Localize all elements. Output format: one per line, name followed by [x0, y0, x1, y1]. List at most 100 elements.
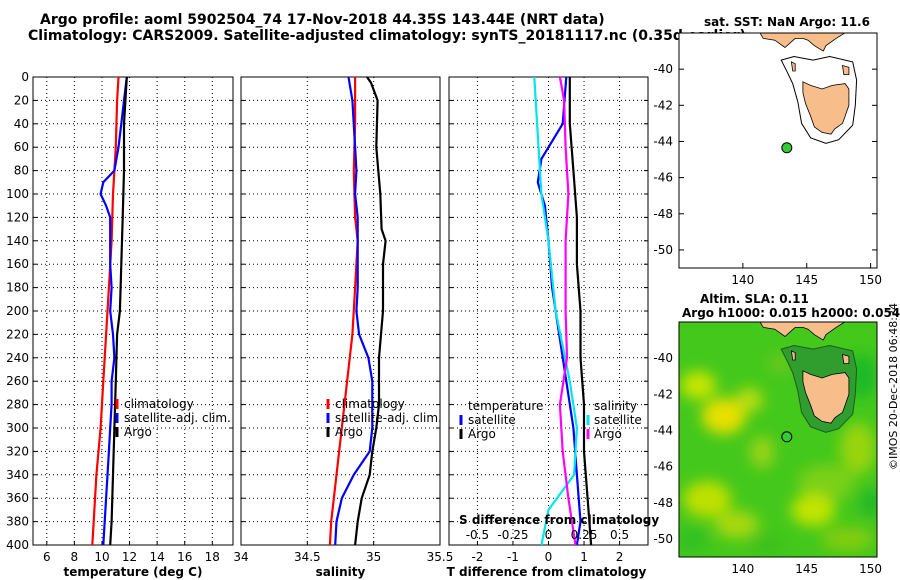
land-mass — [842, 64, 850, 75]
map-x-tick-label: 140 — [731, 273, 754, 287]
x-tick-label: 1 — [580, 550, 588, 564]
map-y-tick-label: -40 — [653, 351, 673, 365]
figure-title-line1: Argo profile: aoml 5902504_74 17-Nov-201… — [40, 12, 605, 28]
series-line — [536, 76, 582, 546]
land-mass — [759, 322, 846, 341]
depth-tick-label: 100 — [6, 187, 29, 201]
legend-label: Argo — [594, 427, 622, 441]
depth-tick-label: 160 — [6, 257, 29, 271]
panel-frame — [240, 76, 441, 546]
legend-label: satellite — [594, 413, 642, 427]
sla-map: -40 -42 -44 -46 -48 -50 140 145 150 — [653, 321, 882, 576]
series-line — [568, 77, 593, 546]
map-y-tick-label: -50 — [653, 243, 673, 257]
x-tick-label: 8 — [71, 550, 79, 564]
figure-title-line2: Climatology: CARS2009. Satellite-adjuste… — [28, 28, 746, 44]
series-line — [558, 76, 577, 546]
map-y-tick-label: -48 — [653, 207, 673, 221]
sla-map-content — [679, 322, 877, 557]
x-tick-label: 2 — [616, 550, 624, 564]
sla-anomaly-blob — [701, 398, 746, 434]
depth-tick-label: 20 — [14, 93, 29, 107]
series-line — [328, 77, 359, 546]
map-y-tick-label: -44 — [653, 423, 673, 437]
profile-panel-2: -2 -1 0 1 2T difference from climatology S di… — [447, 76, 659, 579]
land-mass — [802, 81, 850, 135]
depth-tick-label: 360 — [6, 491, 29, 505]
sla-anomaly-blob — [791, 494, 836, 526]
map-x-tick-label: 145 — [795, 273, 818, 287]
legend-label: satellite-adj. clim. — [124, 411, 231, 425]
depth-tick-label: 80 — [14, 164, 29, 178]
x-tick-label: -1 — [507, 550, 519, 564]
secondary-x-tick-label: 0.25 — [571, 528, 598, 542]
sla-anomaly-blob — [750, 436, 775, 469]
land-mass — [759, 33, 846, 52]
land-mass — [802, 370, 850, 424]
legend-heading: salinity — [594, 399, 637, 413]
sla-anomaly-blob — [683, 481, 732, 518]
map-y-tick-label: -44 — [653, 134, 673, 148]
sla-anomaly-blob — [839, 422, 876, 475]
depth-tick-label: 320 — [6, 444, 29, 458]
x-tick-label: 18 — [205, 550, 220, 564]
profile-panel-1: 34 34.5 35 35.5 salinity climatologysatellite… — [233, 76, 453, 579]
depth-tick-label: 120 — [6, 210, 29, 224]
secondary-x-axis-label: S difference from climatology — [459, 513, 659, 527]
secondary-x-tick-label: 0.5 — [610, 528, 629, 542]
series-line — [533, 76, 579, 546]
map-y-tick-label: -42 — [653, 98, 673, 112]
sla-map-subtitle: Argo h1000: 0.015 h2000: 0.054 — [682, 306, 900, 320]
sla-anomaly-blob — [735, 387, 764, 412]
legend-label: Argo — [335, 425, 363, 439]
depth-tick-label: 0 — [21, 70, 29, 84]
x-tick-label: 14 — [149, 550, 164, 564]
shelf-contour — [780, 55, 858, 144]
land-mass — [842, 353, 850, 365]
depth-tick-label: 240 — [6, 351, 29, 365]
legend-label: Argo — [124, 425, 152, 439]
legend-label: climatology — [335, 397, 405, 411]
depth-tick-label: 260 — [6, 374, 29, 388]
sla-anomaly-blob — [680, 371, 717, 400]
secondary-x-tick-label: 0 — [545, 528, 553, 542]
sla-map-frame — [678, 321, 878, 558]
map-y-tick-label: -50 — [653, 532, 673, 546]
x-axis-label: T difference from climatology — [447, 565, 647, 579]
sst-map: -40 -42 -44 -46 -48 -50 140 145 150 — [653, 32, 882, 287]
series-line — [109, 76, 128, 546]
map-x-tick-label: 150 — [859, 562, 882, 576]
depth-tick-label: 340 — [6, 468, 29, 482]
x-axis-label: salinity — [316, 565, 366, 579]
map-y-tick-label: -46 — [653, 171, 673, 185]
legend-heading: temperature — [468, 399, 543, 413]
sla-anomaly-blob — [714, 510, 759, 539]
sla-field — [679, 353, 877, 555]
legend-label: satellite-adj. clim. — [335, 411, 442, 425]
sst-map-content — [759, 33, 858, 144]
x-tick-label: 35 — [366, 550, 381, 564]
map-y-tick-label: -48 — [653, 496, 673, 510]
x-tick-label: 34.5 — [294, 550, 321, 564]
sla-anomaly-blob — [821, 526, 874, 551]
depth-tick-label: 300 — [6, 421, 29, 435]
sst-map-frame — [678, 32, 878, 269]
sla-map-title: Altim. SLA: 0.11 — [700, 292, 809, 306]
sla-anomaly-blob — [750, 534, 787, 555]
legend-label: climatology — [124, 397, 194, 411]
series-line — [91, 76, 120, 546]
sst-map-title: sat. SST: NaN Argo: 11.6 — [704, 15, 870, 29]
sla-anomaly-blob — [679, 526, 708, 551]
map-y-tick-label: -40 — [653, 62, 673, 76]
x-tick-label: 6 — [43, 550, 51, 564]
depth-tick-label: 220 — [6, 327, 29, 341]
secondary-x-tick-label: -0.5 — [466, 528, 489, 542]
legend-label: Argo — [468, 427, 496, 441]
x-tick-label: -2 — [471, 550, 483, 564]
map-x-tick-label: 145 — [795, 562, 818, 576]
x-tick-label: 34 — [233, 550, 248, 564]
series-line — [354, 76, 387, 546]
depth-tick-label: 40 — [14, 117, 29, 131]
